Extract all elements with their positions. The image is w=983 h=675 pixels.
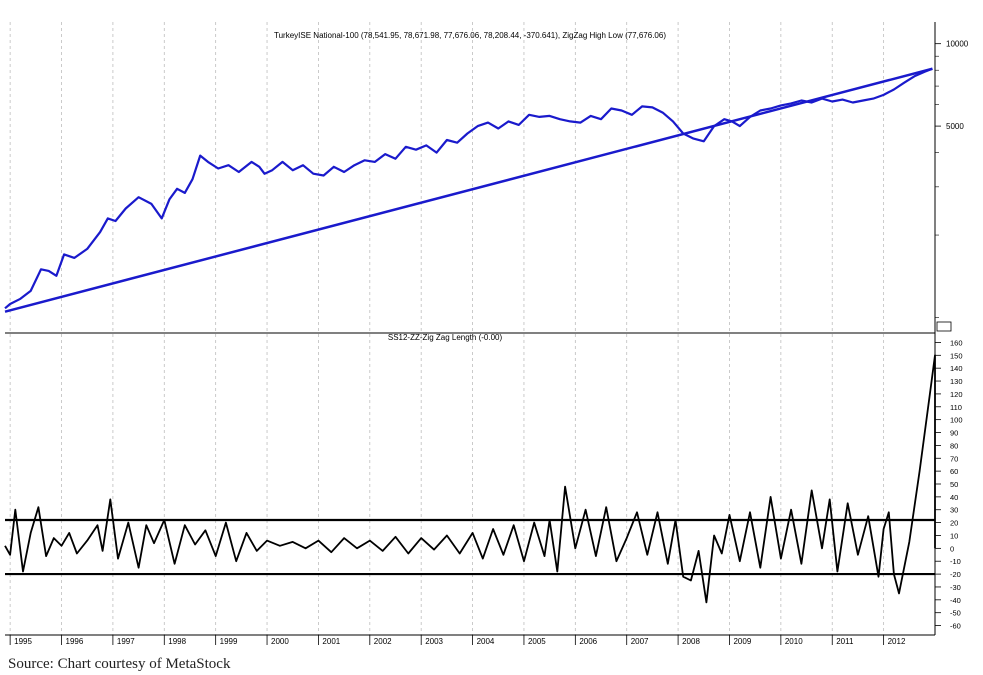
x-tick-label: 1999 bbox=[220, 637, 238, 646]
scale-toggle-button[interactable] bbox=[936, 321, 952, 332]
x-tick-label: 2009 bbox=[733, 637, 751, 646]
y-tick-label: 100 bbox=[950, 416, 963, 425]
x-axis-ticks: 1995 1996 1997 1998 1999 2000 2001 2002 2003 2004… bbox=[9, 635, 906, 646]
y-tick-label: 20 bbox=[950, 519, 958, 528]
x-tick-label: 1995 bbox=[14, 637, 32, 646]
x-tick-label: 2004 bbox=[477, 637, 495, 646]
y-tick-label: 0 bbox=[950, 544, 954, 553]
zigzag-length-series bbox=[4, 354, 936, 604]
x-tick-label: 1998 bbox=[168, 637, 186, 646]
reference-lines bbox=[5, 518, 935, 576]
index-price-series bbox=[4, 67, 933, 313]
y-tick-label: 130 bbox=[950, 377, 963, 386]
index-price-line bbox=[4, 67, 933, 310]
x-tick-label: 2003 bbox=[425, 637, 443, 646]
x-tick-label: 2010 bbox=[785, 637, 803, 646]
y-tick-label: 50 bbox=[950, 480, 958, 489]
y-tick-label: 160 bbox=[950, 338, 963, 347]
x-tick-label: 2008 bbox=[682, 637, 700, 646]
top-y-ticks: 10000 5000 bbox=[935, 40, 969, 318]
y-tick-label: 80 bbox=[950, 441, 958, 450]
y-tick-label: 120 bbox=[950, 390, 963, 399]
x-tick-label: 2006 bbox=[579, 637, 597, 646]
y-tick-label: -50 bbox=[950, 609, 961, 618]
y-tick-label: 10 bbox=[950, 531, 958, 540]
chart-caption: Source: Chart courtesy of MetaStock bbox=[8, 656, 231, 672]
bottom-y-ticks: 1601501401301201101009080706050403020100… bbox=[935, 338, 963, 631]
x-tick-label: 2005 bbox=[528, 637, 546, 646]
x-tick-label: 2012 bbox=[888, 637, 906, 646]
x-tick-label: 2011 bbox=[836, 637, 854, 646]
y-tick-label: -10 bbox=[950, 557, 961, 566]
y-tick-label: -40 bbox=[950, 596, 961, 605]
bottom-chart-title: SS12-ZZ-Zig Zag Length (-0.00) bbox=[388, 333, 503, 342]
y-tick-label: 10000 bbox=[946, 40, 969, 49]
x-tick-label: 2002 bbox=[374, 637, 392, 646]
y-tick-label: 70 bbox=[950, 454, 958, 463]
x-tick-label: 2001 bbox=[322, 637, 340, 646]
top-chart-title: TurkeyISE National-100 (78,541.95, 78,67… bbox=[274, 31, 666, 40]
x-tick-label: 1997 bbox=[117, 637, 135, 646]
x-tick-label: 2007 bbox=[631, 637, 649, 646]
zigzag-length-line bbox=[4, 354, 936, 604]
support-trendline bbox=[4, 67, 933, 313]
y-tick-label: 90 bbox=[950, 429, 958, 438]
y-tick-label: 40 bbox=[950, 493, 958, 502]
y-tick-label: -20 bbox=[950, 570, 961, 579]
y-tick-label: 140 bbox=[950, 364, 963, 373]
y-tick-label: 110 bbox=[950, 403, 962, 412]
x-tick-label: 2000 bbox=[271, 637, 289, 646]
y-tick-label: -30 bbox=[950, 583, 961, 592]
y-tick-label: 60 bbox=[950, 467, 958, 476]
y-tick-label: 150 bbox=[950, 351, 963, 360]
x-tick-label: 1996 bbox=[66, 637, 84, 646]
y-tick-label: 30 bbox=[950, 506, 958, 515]
y-tick-label: 5000 bbox=[946, 122, 964, 131]
y-tick-label: -60 bbox=[950, 622, 961, 631]
